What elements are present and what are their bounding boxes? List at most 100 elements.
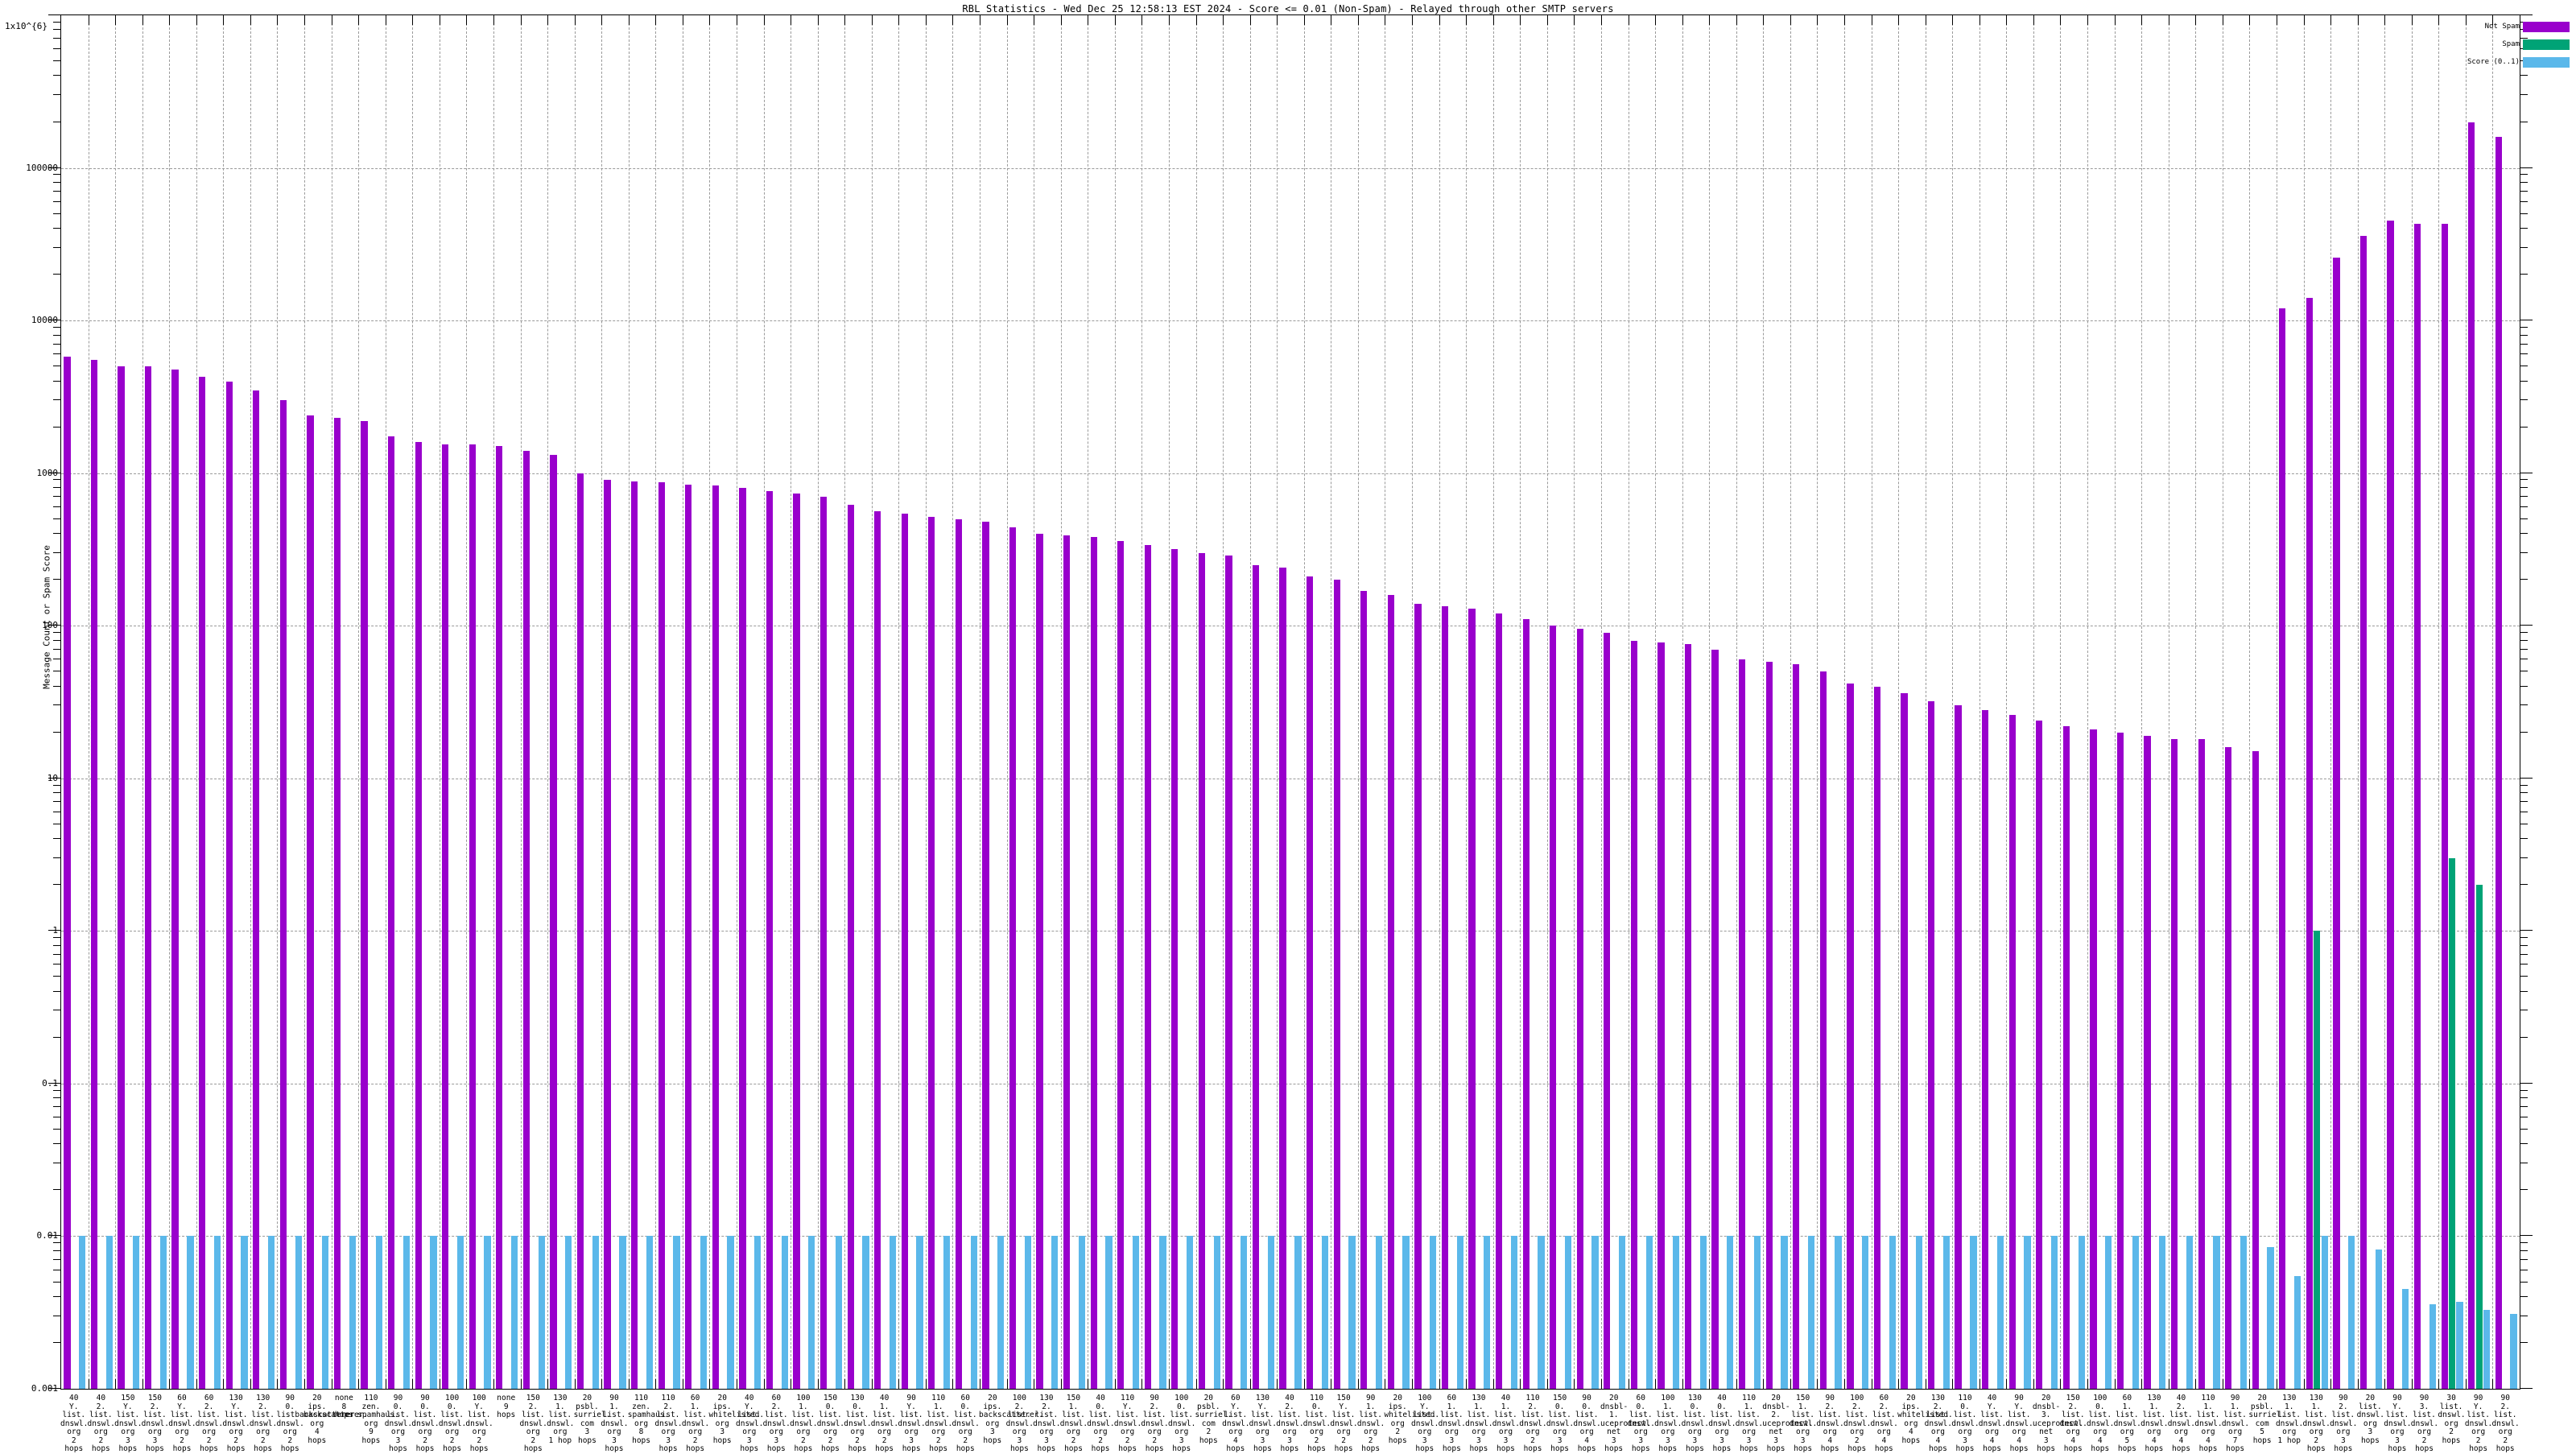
bar-score[interactable]: [538, 1236, 545, 1389]
bar-not-spam[interactable]: [1252, 564, 1260, 1389]
bar-not-spam[interactable]: [1739, 659, 1746, 1389]
bar-not-spam[interactable]: [604, 480, 611, 1389]
bar-score[interactable]: [1996, 1236, 2004, 1389]
bar-score[interactable]: [1862, 1236, 1869, 1389]
bar-group[interactable]: [898, 15, 926, 1389]
bar-not-spam[interactable]: [1982, 710, 1989, 1389]
bar-group[interactable]: [250, 15, 278, 1389]
bar-score[interactable]: [2375, 1249, 2382, 1389]
bar-group[interactable]: [1196, 15, 1224, 1389]
bar-score[interactable]: [1402, 1236, 1410, 1389]
bar-group[interactable]: [1331, 15, 1358, 1389]
bar-group[interactable]: [2141, 15, 2169, 1389]
bar-not-spam[interactable]: [1063, 535, 1071, 1389]
bar-score[interactable]: [376, 1236, 383, 1389]
bar-score[interactable]: [700, 1236, 708, 1389]
bar-score[interactable]: [565, 1236, 572, 1389]
bar-not-spam[interactable]: [199, 376, 206, 1389]
bar-group[interactable]: [2033, 15, 2061, 1389]
bar-not-spam[interactable]: [1550, 626, 1557, 1389]
bar-not-spam[interactable]: [415, 442, 422, 1389]
bar-score[interactable]: [133, 1236, 140, 1389]
bar-not-spam[interactable]: [1495, 613, 1503, 1389]
bar-not-spam[interactable]: [2414, 224, 2421, 1389]
bar-score[interactable]: [456, 1236, 464, 1389]
bar-not-spam[interactable]: [955, 518, 962, 1389]
bar-group[interactable]: [1466, 15, 1493, 1389]
bar-group[interactable]: [2330, 15, 2358, 1389]
bar-not-spam[interactable]: [1927, 701, 1935, 1389]
bar-not-spam[interactable]: [1684, 643, 1692, 1389]
bar-score[interactable]: [997, 1236, 1005, 1389]
bar-not-spam[interactable]: [1819, 671, 1827, 1389]
bar-not-spam[interactable]: [387, 436, 395, 1389]
bar-score[interactable]: [2483, 1309, 2491, 1389]
bar-score[interactable]: [1970, 1236, 1977, 1389]
bar-not-spam[interactable]: [1441, 605, 1449, 1389]
bar-score[interactable]: [1213, 1236, 1220, 1389]
bar-group[interactable]: [2006, 15, 2033, 1389]
bar-group[interactable]: [1250, 15, 1278, 1389]
bar-score[interactable]: [646, 1236, 654, 1389]
bar-not-spam[interactable]: [1117, 540, 1125, 1389]
bar-group[interactable]: [1655, 15, 1682, 1389]
bar-group[interactable]: [1574, 15, 1601, 1389]
bar-not-spam[interactable]: [2252, 751, 2259, 1389]
bar-score[interactable]: [241, 1236, 248, 1389]
bar-group[interactable]: [2223, 15, 2250, 1389]
bar-score[interactable]: [2240, 1236, 2248, 1389]
bar-group[interactable]: [1601, 15, 1629, 1389]
bar-not-spam[interactable]: [2333, 257, 2340, 1389]
bar-not-spam[interactable]: [685, 485, 692, 1389]
bar-not-spam[interactable]: [144, 366, 152, 1389]
bar-group[interactable]: [2412, 15, 2439, 1389]
bar-score[interactable]: [484, 1236, 491, 1389]
bar-score[interactable]: [1348, 1236, 1356, 1389]
bar-not-spam[interactable]: [253, 390, 260, 1389]
bar-group[interactable]: [2249, 15, 2277, 1389]
bar-not-spam[interactable]: [1604, 632, 1611, 1389]
bar-group[interactable]: [1629, 15, 1656, 1389]
bar-group[interactable]: [2358, 15, 2385, 1389]
bar-not-spam[interactable]: [2008, 715, 2016, 1389]
bar-score[interactable]: [1321, 1236, 1329, 1389]
bar-group[interactable]: [2060, 15, 2087, 1389]
bar-score[interactable]: [2456, 1302, 2463, 1389]
bar-score[interactable]: [1916, 1236, 1923, 1389]
bar-score[interactable]: [1673, 1236, 1680, 1389]
bar-not-spam[interactable]: [64, 357, 71, 1389]
bar-not-spam[interactable]: [2468, 122, 2475, 1389]
bar-score[interactable]: [1456, 1236, 1463, 1389]
bar-score[interactable]: [862, 1236, 869, 1389]
bar-score[interactable]: [1078, 1236, 1086, 1389]
bar-group[interactable]: [115, 15, 142, 1389]
bar-group[interactable]: [1926, 15, 1953, 1389]
bar-spam[interactable]: [2448, 857, 2456, 1389]
bar-group[interactable]: [1520, 15, 1547, 1389]
bar-group[interactable]: [1385, 15, 1412, 1389]
bar-score[interactable]: [673, 1236, 680, 1389]
bar-not-spam[interactable]: [2387, 221, 2394, 1389]
bar-group[interactable]: [926, 15, 953, 1389]
bar-score[interactable]: [943, 1236, 951, 1389]
bar-not-spam[interactable]: [2359, 235, 2368, 1389]
bar-score[interactable]: [1753, 1236, 1761, 1389]
bar-group[interactable]: [1790, 15, 1818, 1389]
bar-group[interactable]: [601, 15, 629, 1389]
bar-not-spam[interactable]: [874, 511, 881, 1389]
bar-group[interactable]: [1763, 15, 1790, 1389]
bar-not-spam[interactable]: [2170, 739, 2178, 1389]
bar-spam[interactable]: [2475, 885, 2483, 1389]
bar-group[interactable]: [1872, 15, 1899, 1389]
bar-not-spam[interactable]: [982, 522, 989, 1389]
bar-not-spam[interactable]: [1144, 544, 1151, 1389]
bar-score[interactable]: [2510, 1313, 2517, 1389]
bar-group[interactable]: [547, 15, 575, 1389]
bar-score[interactable]: [808, 1236, 815, 1389]
bar-not-spam[interactable]: [2495, 136, 2502, 1389]
bar-not-spam[interactable]: [1414, 603, 1422, 1389]
bar-not-spam[interactable]: [550, 454, 557, 1389]
bar-not-spam[interactable]: [2144, 735, 2151, 1389]
bar-score[interactable]: [2402, 1289, 2409, 1389]
bar-group[interactable]: [575, 15, 602, 1389]
